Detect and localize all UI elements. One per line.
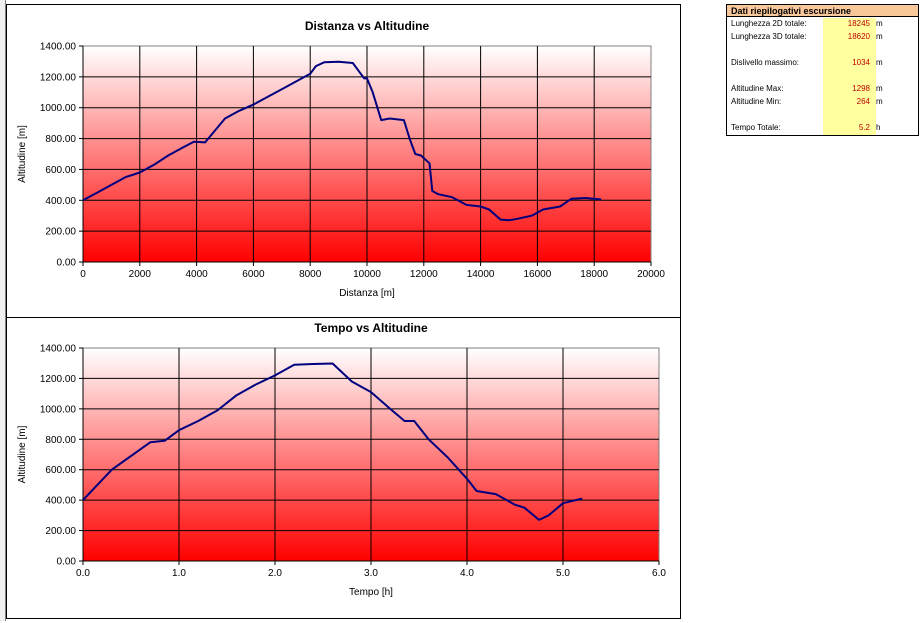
y-tick-label: 800.00 [45,435,76,446]
time-altitude-chart[interactable]: Tempo vs Altitudine 0.00 200.00 400.00 600.0… [6,317,681,619]
summary-label: Altitudine Min: [731,97,782,106]
x-axis-label: Distanza [m] [339,288,395,299]
altitude-series-line [82,362,583,521]
y-tick-label: 200.00 [45,526,76,537]
x-tick-label: 14000 [467,269,495,280]
y-tick-label: 800.00 [45,134,76,145]
x-tick-label: 1.0 [172,568,186,579]
summary-value[interactable]: 264 [856,97,870,106]
summary-unit: h [876,123,881,132]
x-tick-label: 6000 [242,269,265,280]
y-tick-label: 1200.00 [40,374,77,385]
y-tick-label: 1400.00 [40,42,77,53]
x-tick-label: 0.0 [76,568,90,579]
x-tick-label: 18000 [580,269,608,280]
x-tick-label: 6.0 [652,568,666,579]
x-tick-label: 8000 [299,269,322,280]
summary-unit: m [876,32,883,41]
summary-row-altitude-max: Altitudine Max: 1298 m [727,83,918,94]
summary-label: Lunghezza 2D totale: [731,19,807,28]
time-altitude-svg: Tempo vs Altitudine 0.00 200.00 400.00 600.0… [17,321,666,598]
chart-title: Distanza vs Altitudine [305,19,430,33]
y-tick-label: 200.00 [45,227,76,238]
y-tick-label: 600.00 [45,165,76,176]
summary-label: Tempo Totale: [731,123,781,132]
y-tick-label: 400.00 [45,496,76,507]
x-tick-label: 2000 [129,269,152,280]
x-tick-label: 20000 [637,269,665,280]
summary-label: Lunghezza 3D totale: [731,32,807,41]
summary-value[interactable]: 1034 [852,58,870,67]
summary-value[interactable]: 18245 [847,19,870,28]
summary-label: Altitudine Max: [731,84,784,93]
summary-row-elevation-gain: Dislivello massimo: 1034 m [727,57,918,68]
summary-unit: m [876,97,883,106]
y-tick-label: 0.00 [57,557,77,568]
distance-altitude-svg: Distanza vs Altitudine 0.00 200.00 400.00 60… [17,19,665,299]
x-tick-label: 2.0 [268,568,282,579]
y-tick-label: 600.00 [45,465,76,476]
y-axis-label: Altitudine [m] [17,125,28,183]
y-tick-label: 1000.00 [40,404,77,415]
altitude-series-line [82,60,602,222]
x-tick-label: 5.0 [556,568,570,579]
summary-title: Dati riepilogativi escursione [727,5,918,17]
summary-value[interactable]: 5.2 [858,123,870,132]
summary-values-column [823,18,876,135]
sheet-edge [0,0,6,621]
summary-row-length-3d: Lunghezza 3D totale: 18620 m [727,31,918,42]
y-tick-label: 400.00 [45,196,76,207]
x-tick-label: 0 [80,269,86,280]
x-tick-label: 16000 [523,269,551,280]
y-tick-label: 1000.00 [40,103,77,114]
summary-row-total-time: Tempo Totale: 5.2 h [727,122,918,133]
summary-row-altitude-min: Altitudine Min: 264 m [727,96,918,107]
summary-table[interactable]: Dati riepilogativi escursione Lunghezza … [726,4,919,136]
summary-unit: m [876,19,883,28]
y-axis-label: Altitudine [m] [17,425,28,483]
distance-altitude-chart[interactable]: Distanza vs Altitudine 0.00 200.00 400.00 60… [6,4,681,318]
x-tick-label: 4000 [185,269,208,280]
x-tick-label: 4.0 [460,568,474,579]
y-tick-label: 0.00 [57,258,77,269]
x-tick-label: 12000 [410,269,438,280]
x-tick-label: 3.0 [364,568,378,579]
summary-value[interactable]: 18620 [847,32,870,41]
summary-value[interactable]: 1298 [852,84,870,93]
summary-unit: m [876,84,883,93]
summary-label: Dislivello massimo: [731,58,800,67]
chart-title: Tempo vs Altitudine [314,321,428,335]
summary-row-length-2d: Lunghezza 2D totale: 18245 m [727,18,918,29]
x-axis-label: Tempo [h] [349,587,393,598]
y-tick-label: 1400.00 [40,344,77,355]
summary-unit: m [876,58,883,67]
x-tick-label: 10000 [353,269,381,280]
y-tick-label: 1200.00 [40,72,77,83]
